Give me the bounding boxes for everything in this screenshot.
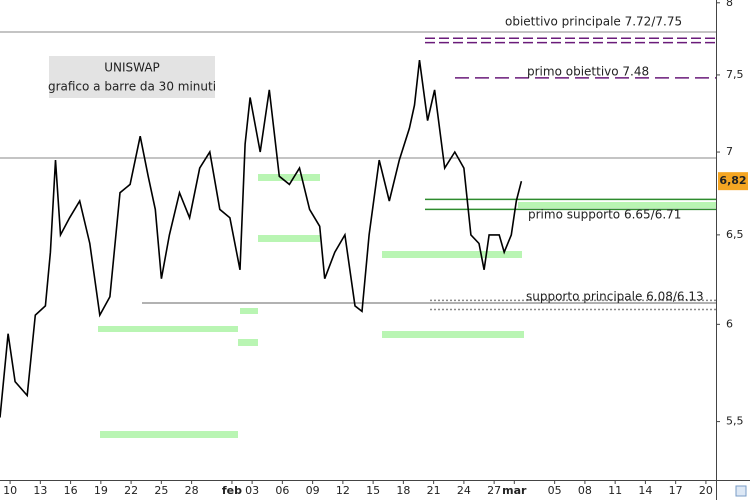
price-line: [0, 59, 523, 418]
x-tick-label: 09: [306, 484, 320, 497]
level-label: obiettivo principale 7.72/7.75: [505, 15, 682, 29]
zone: [240, 308, 258, 314]
x-tick-label: 14: [638, 484, 652, 497]
last-price-label: 6,82: [719, 174, 746, 187]
info-box: [49, 56, 215, 98]
x-tick-label: 16: [64, 484, 78, 497]
level-label: supporto principale 6.08/6.13: [526, 290, 704, 304]
level-label: primo supporto 6.65/6.71: [528, 208, 681, 222]
zone: [100, 431, 238, 438]
x-tick-label: 27: [487, 484, 501, 497]
y-tick-label: 6,5: [726, 228, 744, 241]
x-tick-label: 03: [245, 484, 259, 497]
zone: [98, 326, 238, 332]
x-tick-label: 20: [699, 484, 713, 497]
zone: [382, 251, 522, 258]
x-tick-label: 05: [548, 484, 562, 497]
x-tick-label: 21: [427, 484, 441, 497]
y-tick-label: 5,5: [726, 415, 744, 428]
zone: [258, 235, 320, 242]
x-tick-label: 13: [33, 484, 47, 497]
x-tick-label: 28: [185, 484, 199, 497]
zone: [238, 339, 258, 346]
scroll-button[interactable]: [735, 485, 747, 497]
zone: [382, 331, 524, 338]
y-tick-label: 8: [726, 0, 733, 9]
x-tick-label: 11: [608, 484, 622, 497]
x-tick-label: 06: [275, 484, 289, 497]
x-tick-label: 12: [336, 484, 350, 497]
x-tick-label: 24: [457, 484, 471, 497]
x-tick-label: 18: [396, 484, 410, 497]
chart-subtitle: grafico a barre da 30 minuti: [48, 80, 216, 94]
last-price-box: [718, 172, 748, 191]
x-tick-label: mar: [502, 484, 527, 497]
y-tick-label: 7,5: [726, 68, 744, 81]
x-tick-label: 15: [366, 484, 380, 497]
y-tick-label: 6: [726, 317, 733, 330]
x-tick-label: 22: [124, 484, 138, 497]
zones: [98, 174, 716, 438]
x-tick-label: 19: [94, 484, 108, 497]
level-label: primo obiettivo 7.48: [527, 65, 649, 79]
x-tick-label: 10: [3, 484, 17, 497]
x-tick-label: 17: [669, 484, 683, 497]
x-tick-label: 25: [154, 484, 168, 497]
x-tick-label: feb: [222, 484, 242, 497]
zone: [258, 174, 320, 181]
x-tick-label: 08: [578, 484, 592, 497]
y-tick-label: 7: [726, 145, 733, 158]
chart-title: UNISWAP: [104, 61, 160, 75]
zone: [518, 202, 716, 208]
